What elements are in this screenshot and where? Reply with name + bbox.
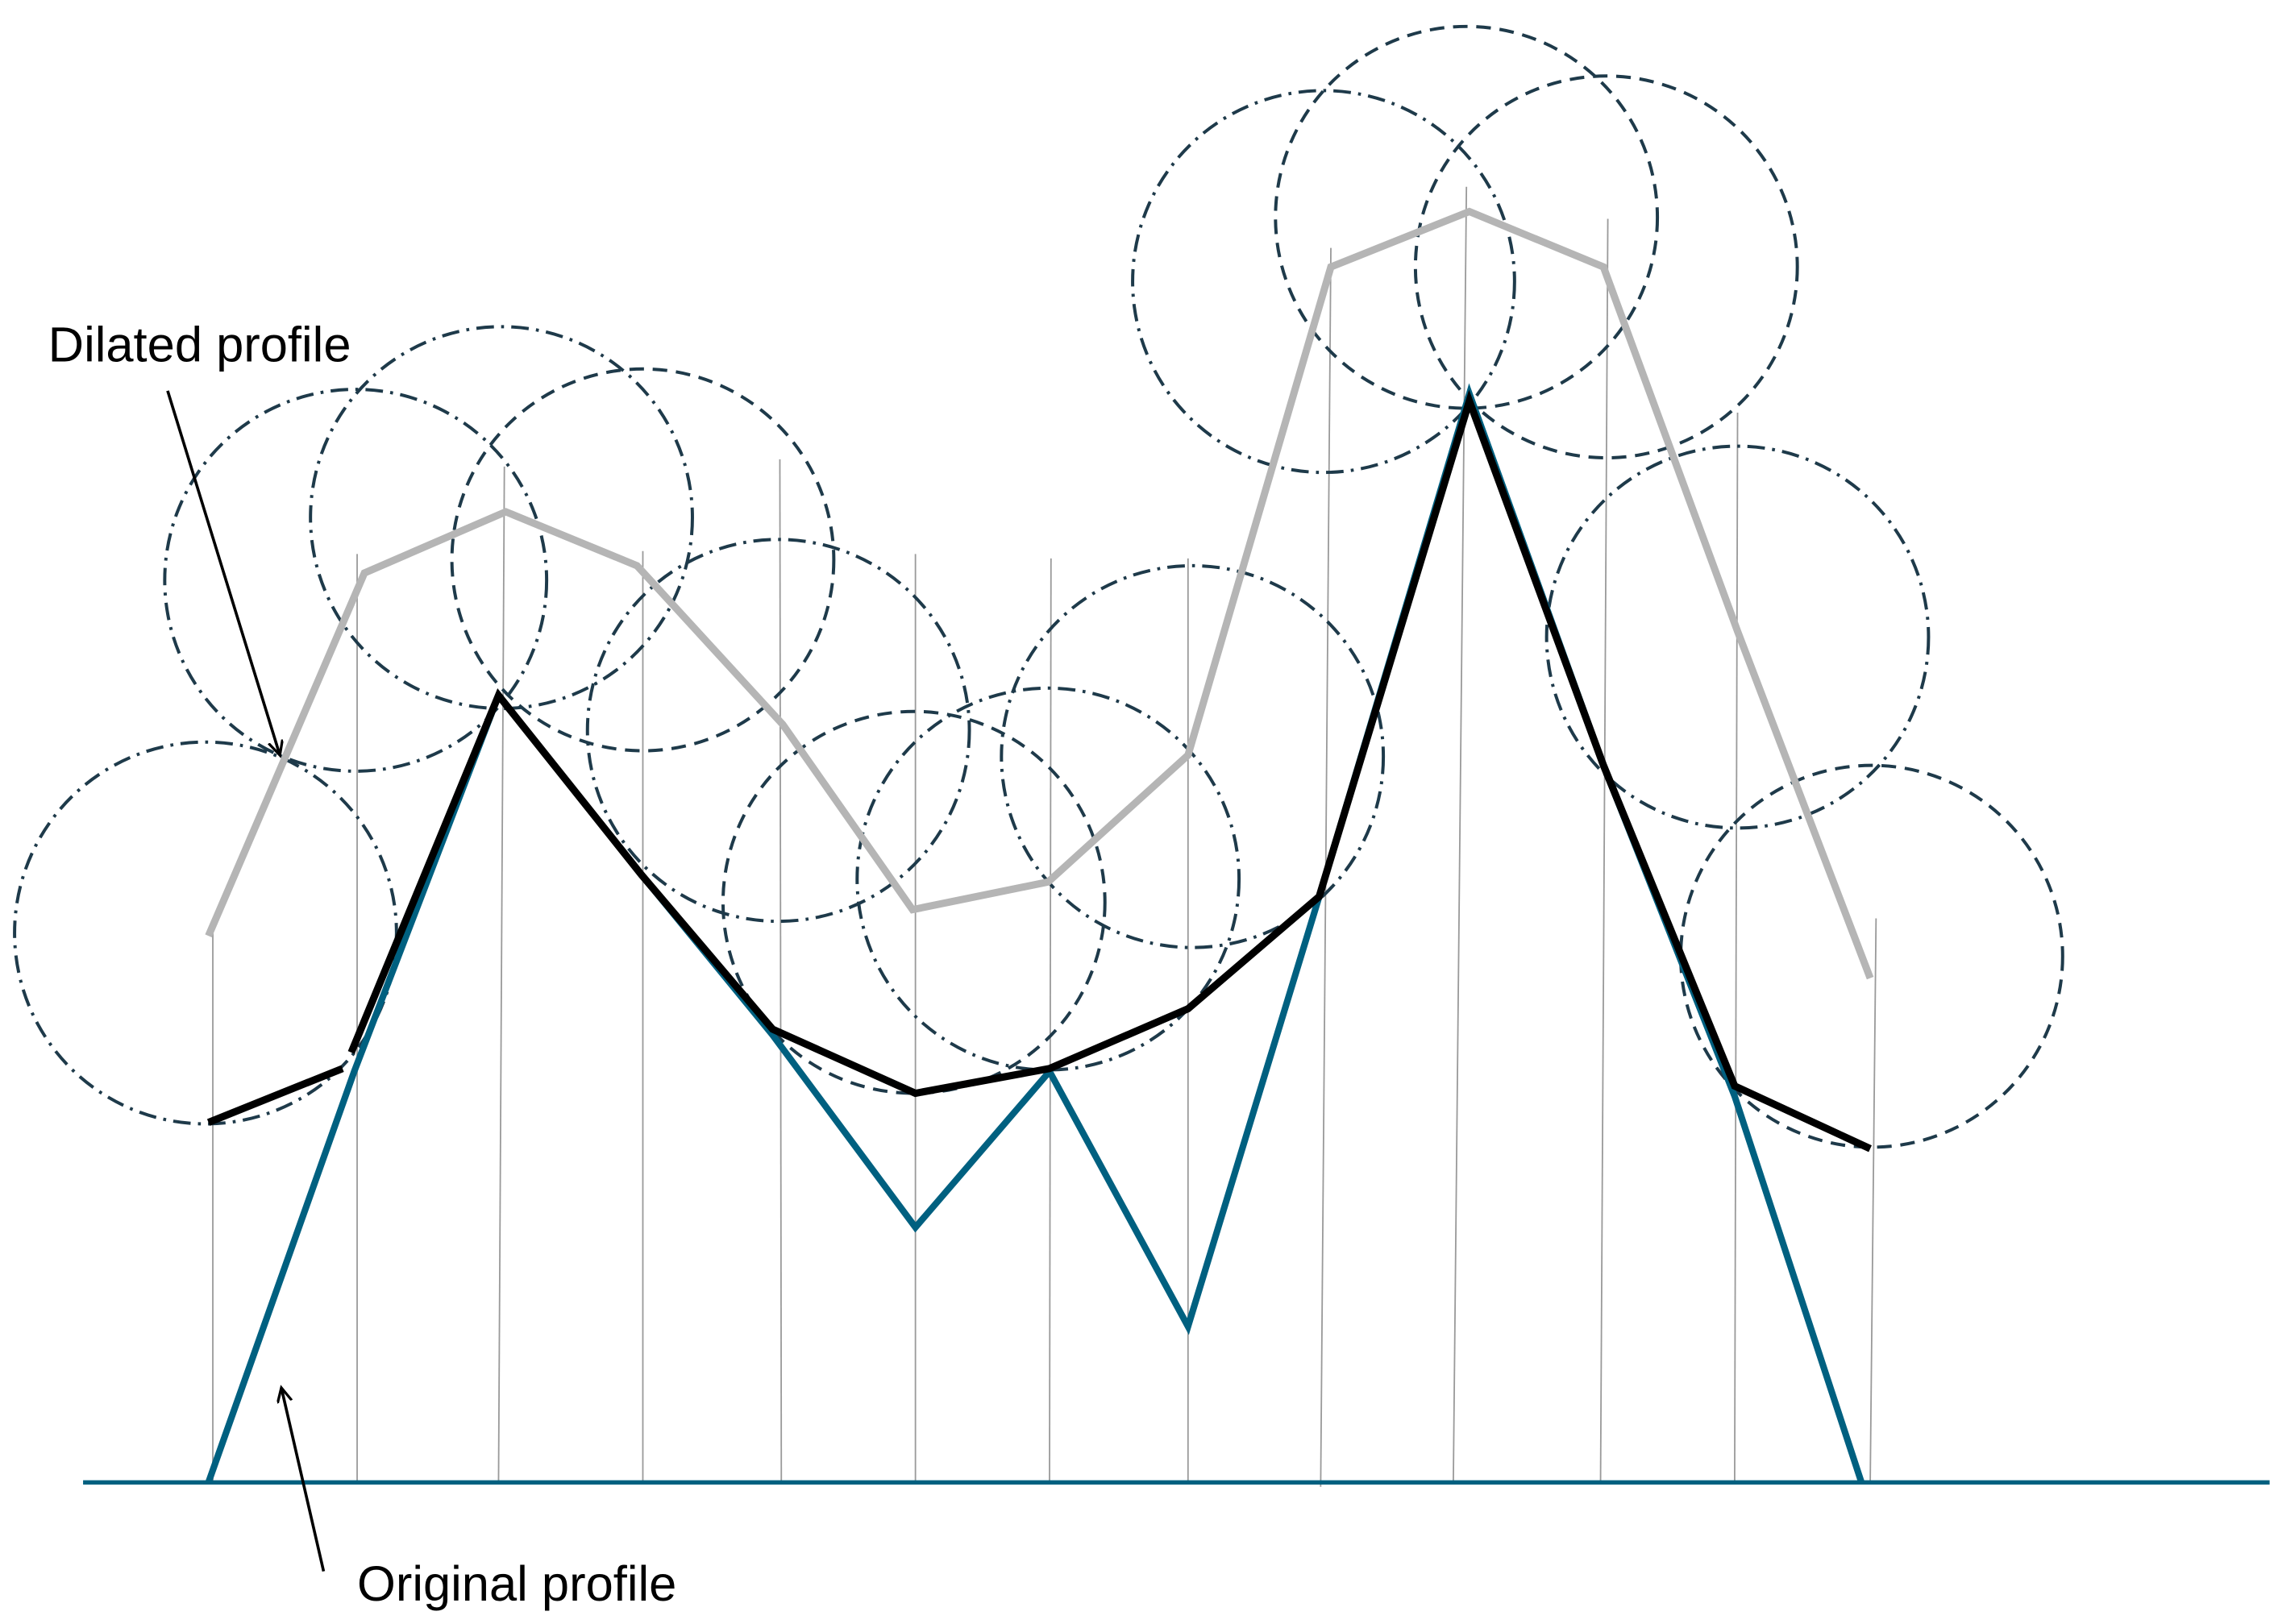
arrow <box>281 1388 326 1572</box>
closing-profile <box>347 389 1872 1153</box>
arrow <box>166 390 280 755</box>
dilated-label: Dilated profile <box>48 318 351 373</box>
original-label: Original profile <box>357 1556 676 1612</box>
original-profile <box>205 383 1865 1484</box>
structuring-circles <box>13 24 2064 1149</box>
dilated-profile <box>205 207 1874 980</box>
vertical-lines <box>212 186 1877 1487</box>
closing-profile <box>206 1065 344 1126</box>
